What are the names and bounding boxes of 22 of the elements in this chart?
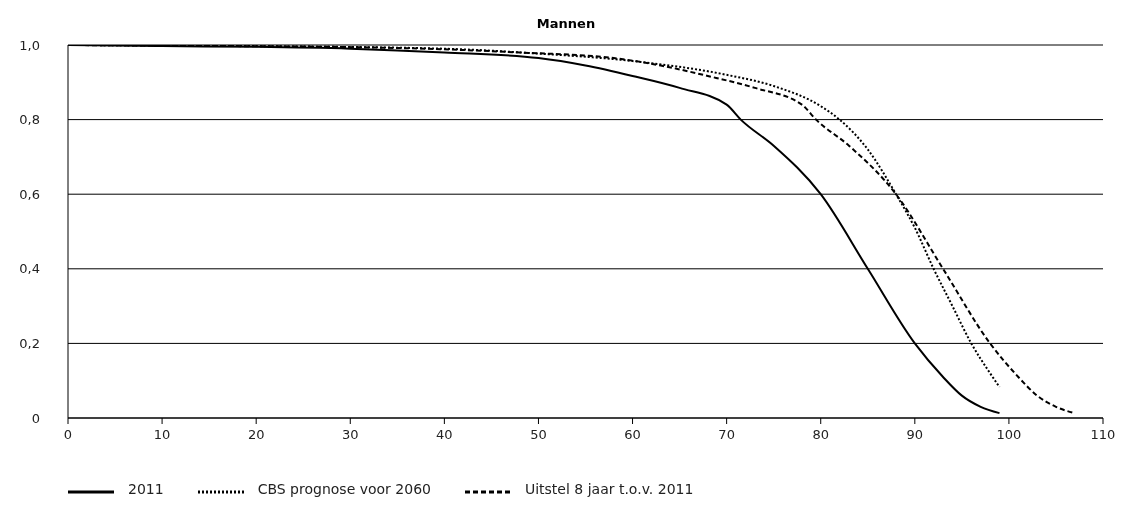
x-tick-label: 80 [812, 427, 829, 443]
y-tick-label: 0,6 [19, 186, 40, 202]
x-tick-label: 100 [996, 427, 1022, 443]
legend-label: Uitstel 8 jaar t.o.v. 2011 [524, 481, 694, 497]
legend-label: CBS prognose voor 2060 [257, 481, 431, 497]
x-tick-label: 0 [63, 427, 73, 443]
x-tick-label: 70 [718, 427, 735, 443]
x-tick-label: 40 [436, 427, 453, 443]
y-tick-label: 1,0 [19, 37, 40, 53]
x-tick-label: 60 [624, 427, 641, 443]
y-tick-label: 0,8 [19, 112, 40, 128]
y-tick-label: 0,4 [19, 261, 40, 277]
y-tick-label: 0,2 [19, 336, 40, 352]
x-tick-label: 50 [530, 427, 547, 443]
x-tick-label: 10 [153, 427, 171, 443]
x-tick-label: 20 [247, 427, 265, 443]
y-tick-label: 0 [31, 410, 40, 426]
chart-title: Mannen [536, 16, 596, 31]
x-tick-label: 110 [1090, 427, 1116, 443]
legend-label: 2011 [128, 481, 164, 497]
x-tick-label: 30 [342, 427, 359, 443]
x-tick-label: 90 [906, 427, 924, 443]
